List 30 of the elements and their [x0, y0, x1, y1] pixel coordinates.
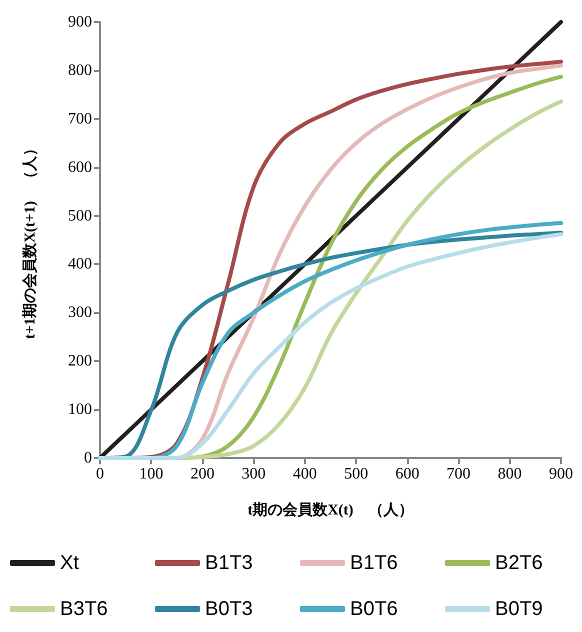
- legend-label: Xt: [60, 552, 80, 574]
- y-tick-label: 100: [68, 401, 92, 418]
- x-tick-label: 700: [446, 466, 471, 482]
- x-tick-label: 400: [292, 466, 317, 482]
- y-tick-label: 800: [68, 62, 92, 79]
- x-tick-label: 900: [549, 466, 573, 482]
- legend-label: B1T6: [350, 552, 398, 574]
- legend-label: B0T9: [495, 598, 543, 620]
- x-tick-label: 500: [344, 466, 368, 482]
- y-tick-label: 500: [68, 207, 92, 224]
- x-tick-label: 100: [139, 466, 164, 482]
- legend-label: B2T6: [495, 552, 543, 574]
- y-tick-label: 900: [68, 14, 92, 30]
- y-tick-label: 600: [68, 158, 92, 176]
- x-tick-label: 300: [242, 466, 266, 482]
- y-tick-label: 400: [68, 256, 92, 273]
- x-tick-label: 600: [395, 466, 420, 482]
- y-tick-label: 300: [68, 304, 92, 322]
- y-tick-label: 200: [68, 352, 92, 370]
- legend-label: B3T6: [60, 598, 108, 620]
- legend-label: B0T6: [350, 598, 398, 620]
- x-tick-label: 200: [190, 466, 214, 482]
- x-axis-title: t期の会員数X(t) （人）: [248, 502, 414, 518]
- x-tick-label: 0: [96, 466, 104, 482]
- x-tick-label: 800: [498, 466, 522, 482]
- y-axis-title: t+1期の会員数X(t+1) （人）: [22, 141, 38, 339]
- y-tick-label: 0: [84, 450, 92, 466]
- y-tick-label: 700: [68, 110, 92, 128]
- legend-label: B1T3: [205, 552, 253, 574]
- legend-label: B0T3: [205, 598, 253, 620]
